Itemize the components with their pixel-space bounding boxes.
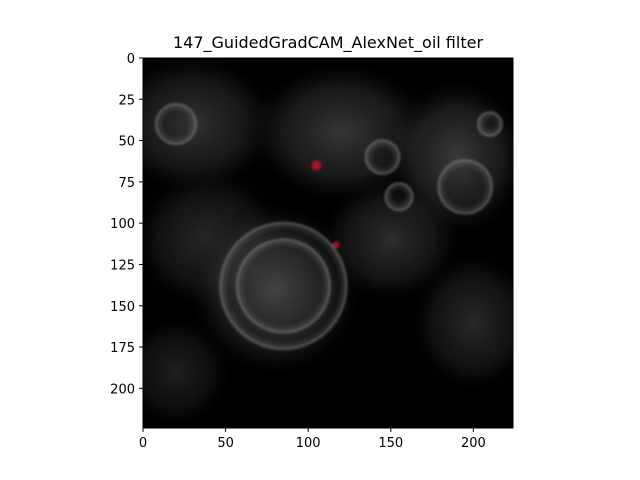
y-tick-label: 200 [110, 382, 135, 397]
edge-ring [155, 103, 197, 145]
x-axis: 0 50 100 150 200 [139, 428, 486, 451]
y-tick-label: 0 [127, 52, 135, 67]
heat-region [407, 247, 513, 397]
x-tick-label: 100 [296, 436, 321, 451]
edge-ring [158, 106, 194, 142]
edge-ring [160, 108, 192, 140]
y-tick-label: 50 [118, 135, 135, 150]
red-speck [332, 241, 340, 248]
edge-ring [239, 241, 328, 331]
edge-ring [480, 114, 500, 134]
edge-ring [222, 225, 345, 347]
edge-ring [443, 164, 488, 209]
y-tick-label: 100 [110, 217, 135, 232]
saliency-image [143, 58, 513, 428]
image-frame [142, 57, 514, 429]
edge-ring [390, 188, 408, 206]
edge-ring [370, 145, 395, 170]
edge-ring [236, 238, 331, 334]
feature-layer [155, 103, 503, 350]
x-tick-label: 200 [461, 436, 486, 451]
edge-ring [225, 227, 342, 345]
heatmap-glow-layer [143, 58, 513, 428]
y-tick-label: 125 [110, 258, 135, 273]
edge-ring [437, 159, 493, 215]
edge-ring [219, 222, 348, 350]
edge-ring [364, 139, 401, 175]
edge-ring [384, 182, 414, 211]
y-tick-label: 75 [118, 176, 135, 191]
y-tick-label: 150 [110, 300, 135, 315]
y-tick-label: 25 [118, 93, 135, 108]
edge-ring [387, 185, 411, 208]
figure-title: 147_GuidedGradCAM_AlexNet_oil filter [173, 33, 483, 53]
edge-ring [477, 111, 503, 137]
x-tick-label: 50 [217, 436, 234, 451]
edge-ring [482, 117, 497, 132]
edge-ring [241, 244, 326, 328]
edge-ring [440, 162, 490, 212]
heat-region [143, 58, 284, 199]
x-tick-label: 150 [378, 436, 403, 451]
red-speck [311, 160, 322, 171]
edge-ring [367, 142, 398, 172]
y-tick-label: 175 [110, 341, 135, 356]
y-axis: 0 25 50 75 100 125 150 175 200 [110, 52, 143, 397]
x-tick-label: 0 [139, 436, 147, 451]
heat-region [143, 314, 234, 428]
